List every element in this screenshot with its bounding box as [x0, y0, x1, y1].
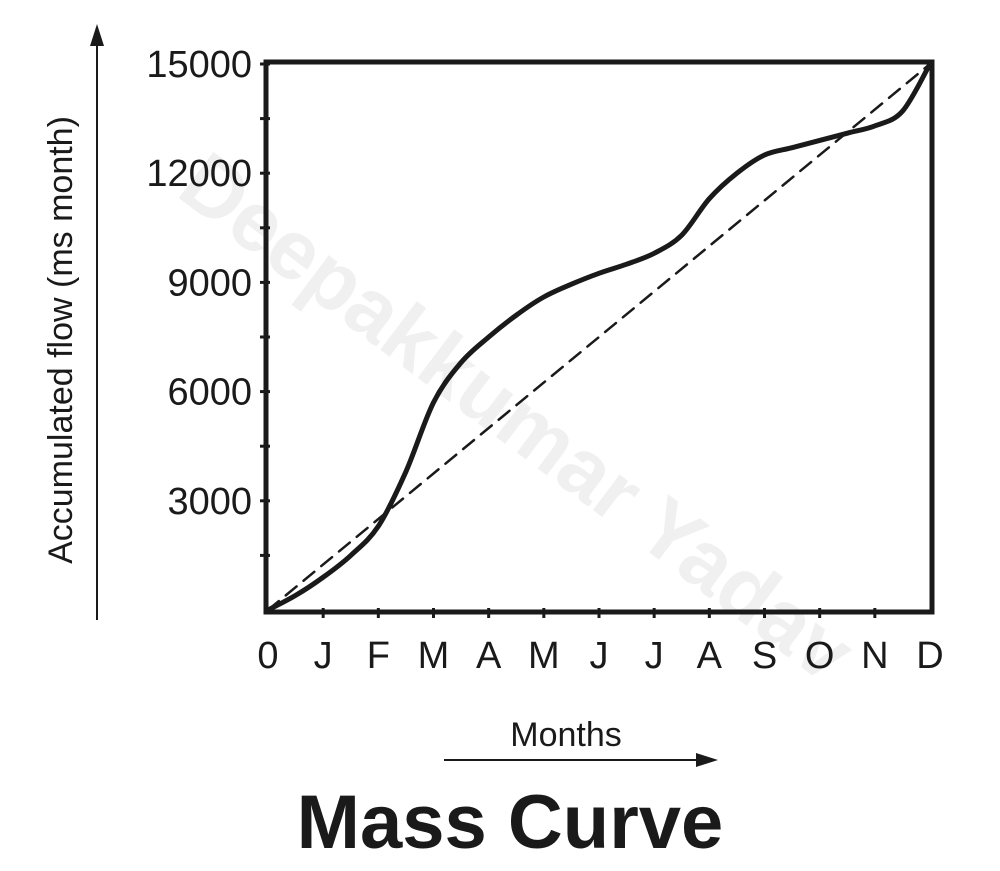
y-axis-arrow-head [90, 24, 104, 46]
x-tick-label: A [697, 635, 723, 677]
x-tick-label: M [528, 635, 560, 677]
x-axis-title: Months [510, 716, 622, 754]
y-tick-label: 15000 [146, 44, 252, 86]
y-axis-title: Accumulated flow (ms month) [42, 116, 80, 564]
y-tick-label: 6000 [167, 372, 252, 414]
x-tick-label: M [418, 635, 450, 677]
y-tick-label: 12000 [146, 153, 252, 195]
x-tick-label: S [752, 635, 777, 677]
x-tick-label: 0 [257, 635, 278, 677]
series-layer [265, 61, 933, 613]
x-tick-label: O [805, 635, 835, 677]
x-tick-label: J [314, 635, 333, 677]
x-tick-label: J [645, 635, 664, 677]
mass-curve-line [265, 61, 933, 613]
y-tick-label: 9000 [167, 262, 252, 304]
x-tick-label: A [476, 635, 502, 677]
chart-title: Mass Curve [297, 780, 724, 865]
x-axis-arrow-head [696, 753, 718, 767]
x-tick-label: J [590, 635, 609, 677]
x-tick-label: F [367, 635, 390, 677]
x-tick-label: D [916, 635, 943, 677]
y-axis-ticks: 3000 6000 9000 12000 15000 [146, 44, 270, 557]
x-tick-label: N [861, 635, 888, 677]
average-demand-dashed-line [266, 62, 932, 612]
y-tick-label: 3000 [167, 481, 252, 523]
